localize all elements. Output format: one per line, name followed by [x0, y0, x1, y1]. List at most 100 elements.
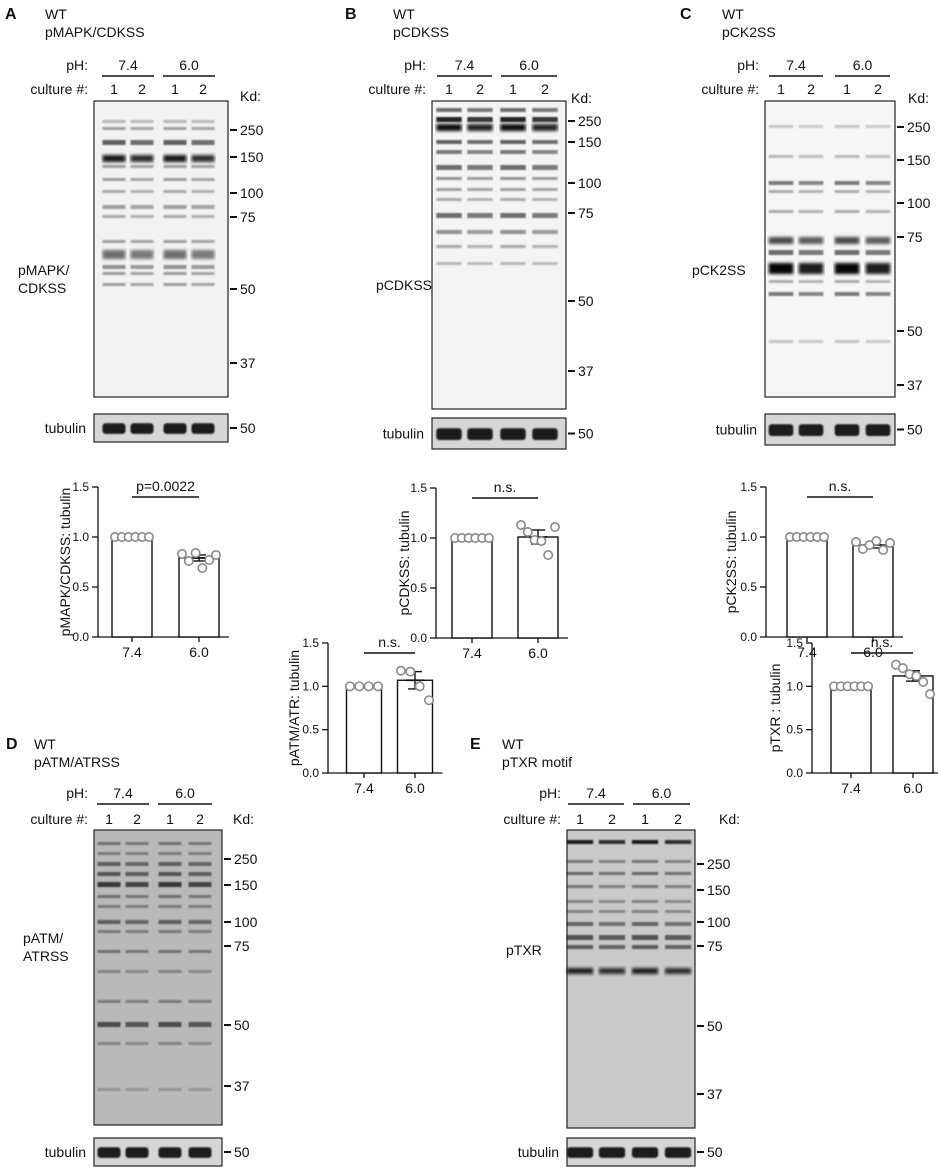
- culture-row-label: culture #:: [30, 811, 88, 827]
- blot-band: [532, 245, 558, 248]
- ph-value: 6.0: [519, 57, 539, 73]
- data-point: [395, 665, 406, 676]
- blot-band: [125, 920, 149, 924]
- blot-band: [798, 181, 824, 185]
- western-blot: [431, 100, 567, 410]
- blot-band: [158, 1000, 182, 1003]
- blot-band: [188, 882, 212, 887]
- data-point: [536, 535, 547, 546]
- blot-band: [102, 178, 126, 181]
- blot-band: [158, 852, 182, 855]
- culture-row-label: culture #:: [701, 81, 759, 97]
- marker-label: 75: [240, 209, 256, 225]
- blot-band: [664, 910, 692, 913]
- blot-band: [188, 1042, 212, 1045]
- blot-band: [125, 842, 149, 845]
- blot-band: [532, 198, 558, 201]
- blot-band: [191, 240, 215, 243]
- blot-band: [865, 237, 891, 244]
- blot-band: [834, 263, 860, 274]
- blot-band: [834, 210, 860, 213]
- blot-band: [500, 245, 526, 248]
- marker-label: 250: [240, 122, 264, 138]
- blot-band: [834, 155, 860, 158]
- blot-band: [598, 935, 626, 940]
- data-point: [190, 547, 201, 558]
- blot-band: [598, 885, 626, 888]
- ph-row-label: pH:: [66, 57, 88, 73]
- blot-band: [798, 237, 824, 244]
- blot-band: [798, 340, 824, 343]
- culture-number: 2: [199, 81, 207, 97]
- blot-band: [125, 1000, 149, 1003]
- marker-label: 150: [578, 134, 602, 150]
- blot-band: [130, 240, 154, 243]
- tubulin-label: tubulin: [45, 1144, 86, 1160]
- data-point: [522, 526, 533, 537]
- tubulin-label: tubulin: [716, 422, 757, 438]
- blot-band: [163, 283, 187, 286]
- tubulin-marker-label: 50: [907, 422, 923, 438]
- tubulin-band: [500, 428, 526, 441]
- blot-band: [125, 930, 149, 933]
- blot-band: [834, 181, 860, 185]
- blot-band: [532, 117, 558, 122]
- blot-antibody-label: pCDKSS: [376, 277, 432, 293]
- data-point: [483, 532, 494, 543]
- kd-label: Kd:: [719, 811, 740, 827]
- genotype-label: WT: [45, 6, 67, 22]
- marker-label: 37: [578, 363, 594, 379]
- bar: [451, 537, 493, 639]
- tubulin-band: [97, 1147, 121, 1158]
- culture-number: 2: [476, 81, 484, 97]
- significance-label: n.s.: [378, 634, 401, 650]
- blot-band: [158, 842, 182, 845]
- blot-band: [631, 840, 659, 844]
- culture-number: 2: [196, 811, 204, 827]
- tubulin-band: [125, 1147, 149, 1158]
- blot-band: [102, 250, 126, 259]
- blot-band: [436, 150, 462, 154]
- tubulin-marker-label: 50: [707, 1144, 723, 1160]
- culture-number: 1: [509, 81, 517, 97]
- blot-band: [500, 117, 526, 122]
- x-tick-label: 7.4: [841, 780, 861, 796]
- blot-band: [436, 198, 462, 201]
- blot-band: [467, 150, 493, 154]
- blot-band: [798, 190, 824, 193]
- y-tick-label: 1.5: [740, 480, 757, 494]
- blot-band: [664, 872, 692, 875]
- blot-band: [768, 280, 794, 283]
- blot-band: [500, 177, 526, 180]
- blot-band: [188, 970, 212, 973]
- blot-band: [598, 872, 626, 875]
- y-tick-label: 0.5: [740, 580, 757, 594]
- blot-antibody-label: ATRSS: [23, 948, 69, 964]
- blot-band: [163, 272, 187, 275]
- blot-band: [188, 920, 212, 924]
- ph-value: 6.0: [652, 785, 672, 801]
- marker-label: 50: [907, 323, 923, 339]
- blot-band: [566, 935, 594, 940]
- blot-band: [125, 895, 149, 898]
- marker-label: 150: [240, 149, 264, 165]
- blot-band: [436, 230, 462, 234]
- blot-band: [158, 1088, 182, 1091]
- blot-band: [467, 262, 493, 265]
- data-point: [177, 548, 188, 559]
- blot-band: [532, 140, 558, 144]
- blot-band: [865, 280, 891, 283]
- blot-band: [125, 970, 149, 973]
- blot-band: [631, 885, 659, 888]
- data-point: [515, 519, 526, 530]
- y-tick-label: 0.5: [302, 723, 319, 737]
- culture-number: 2: [133, 811, 141, 827]
- blot-band: [436, 140, 462, 144]
- blot-band: [566, 922, 594, 926]
- blot-band: [191, 272, 215, 275]
- kd-label: Kd:: [571, 90, 592, 106]
- blot-band: [97, 882, 121, 887]
- ph-value: 7.4: [118, 57, 138, 73]
